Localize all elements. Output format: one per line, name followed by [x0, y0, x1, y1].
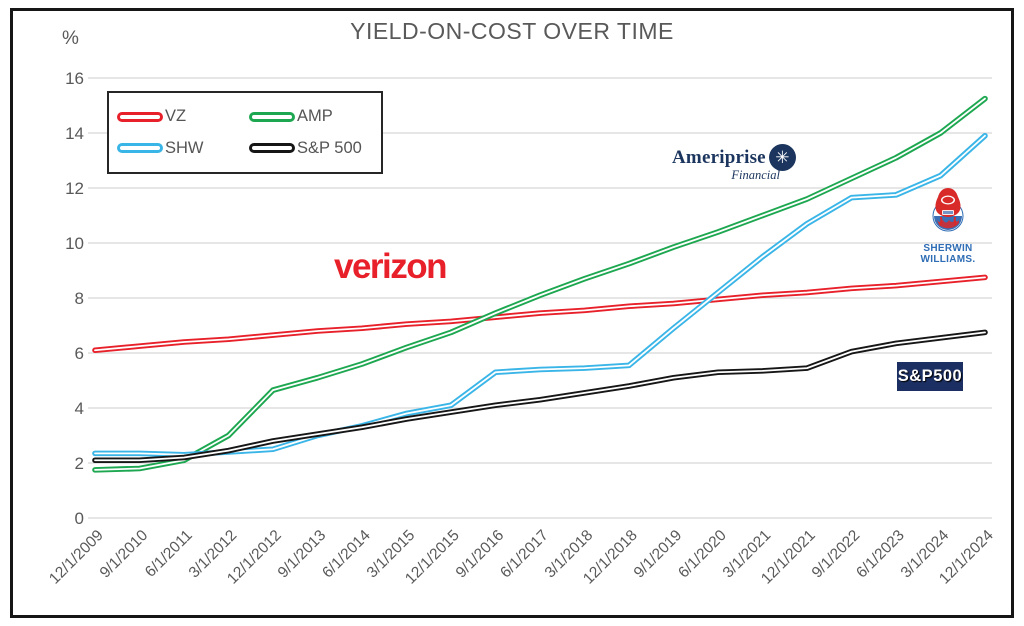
ameriprise-financial-text: Financial — [731, 168, 780, 182]
verizon-wordmark: verizon — [334, 247, 448, 286]
y-tick-label: 0 — [75, 509, 84, 528]
sherwin-text-line2: WILLIAMS. — [920, 254, 976, 265]
y-tick-label: 16 — [65, 69, 84, 88]
series-line-vz — [92, 274, 988, 354]
sp500-badge-text: S&P500 — [897, 367, 963, 385]
y-tick-label: 6 — [75, 344, 84, 363]
x-tick-label: 9/1/2019 — [631, 527, 686, 582]
sherwin-williams-logo: SHERWIN WILLIAMS. — [912, 186, 984, 265]
verizon-logo: ✓ verizon — [328, 247, 448, 291]
x-tick-label: 12/1/2009 — [46, 527, 107, 588]
series-line-sp500 — [92, 329, 988, 464]
chart-title: YIELD-ON-COST OVER TIME — [350, 18, 674, 44]
legend-item-vz: VZ — [117, 107, 249, 126]
x-tick-label: 6/1/2020 — [675, 527, 730, 582]
sp500-badge: S&P500 — [897, 362, 963, 391]
x-axis-tick-labels: 12/1/20099/1/20106/1/20113/1/201212/1/20… — [46, 527, 997, 588]
legend-item-shw: SHW — [117, 139, 249, 158]
legend-item-amp: AMP — [249, 107, 381, 126]
ameriprise-logo: Ameriprise ✳ Financial — [672, 144, 802, 183]
x-tick-label: 6/1/2017 — [497, 527, 552, 582]
x-tick-label: 9/1/2010 — [97, 527, 152, 582]
y-tick-label: 4 — [75, 399, 84, 418]
sp500-line-swatch-icon — [249, 143, 295, 154]
x-tick-label: 9/1/2016 — [453, 527, 508, 582]
ameriprise-wordmark: Ameriprise — [672, 146, 766, 168]
sherwin-williams-paint-globe-icon — [932, 188, 964, 232]
legend-item-sp500: S&P 500 — [249, 139, 381, 158]
y-axis-tick-labels: 0 2 4 6 8 10 12 14 16 — [65, 69, 84, 528]
ameriprise-star-icon: ✳ — [768, 144, 796, 171]
x-tick-label: 9/1/2022 — [809, 527, 864, 582]
y-tick-label: 12 — [65, 179, 84, 198]
x-tick-label: 9/1/2013 — [275, 527, 330, 582]
legend-label-shw: SHW — [165, 138, 204, 157]
y-tick-label: 8 — [75, 289, 84, 308]
x-tick-label: 6/1/2014 — [319, 527, 374, 582]
y-tick-label: 14 — [65, 124, 84, 143]
vz-line-swatch-icon — [117, 111, 163, 122]
series-line-amp — [92, 95, 988, 473]
x-tick-label: 6/1/2023 — [853, 527, 908, 582]
amp-line-swatch-icon — [249, 111, 295, 122]
y-tick-label: 2 — [75, 454, 84, 473]
y-axis-unit-label: % — [62, 28, 79, 49]
chart-outer-border — [10, 8, 1014, 618]
series-line-shw — [92, 132, 988, 458]
legend-label-sp500: S&P 500 — [297, 138, 362, 157]
shw-line-swatch-icon — [117, 143, 163, 154]
y-tick-label: 10 — [65, 234, 84, 253]
legend: VZ AMP SHW S&P 500 — [107, 91, 383, 174]
legend-label-amp: AMP — [297, 107, 333, 126]
legend-label-vz: VZ — [165, 107, 187, 126]
sherwin-text-line1: SHERWIN — [923, 243, 973, 254]
